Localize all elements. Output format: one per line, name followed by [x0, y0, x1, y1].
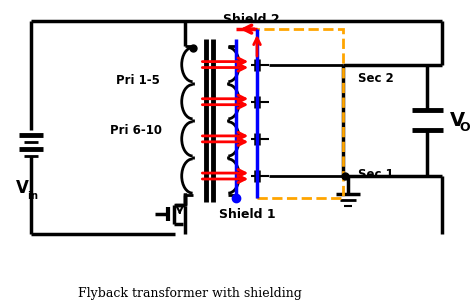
- Text: Shield 2: Shield 2: [223, 13, 279, 26]
- Text: Pri 6-10: Pri 6-10: [110, 124, 162, 137]
- Bar: [257, 29, 343, 198]
- Text: $\mathbf{V}$: $\mathbf{V}$: [15, 179, 30, 197]
- Text: Sec 2: Sec 2: [358, 72, 394, 85]
- Text: $\mathbf{O}$: $\mathbf{O}$: [459, 121, 471, 134]
- Text: Sec 1: Sec 1: [358, 168, 394, 181]
- Text: Pri 1-5: Pri 1-5: [116, 74, 160, 87]
- Text: $\mathbf{in}$: $\mathbf{in}$: [27, 188, 39, 201]
- Text: Shield 1: Shield 1: [219, 208, 275, 221]
- Text: Flyback transformer with shielding: Flyback transformer with shielding: [78, 287, 301, 300]
- Text: $\mathbf{V}$: $\mathbf{V}$: [449, 111, 466, 130]
